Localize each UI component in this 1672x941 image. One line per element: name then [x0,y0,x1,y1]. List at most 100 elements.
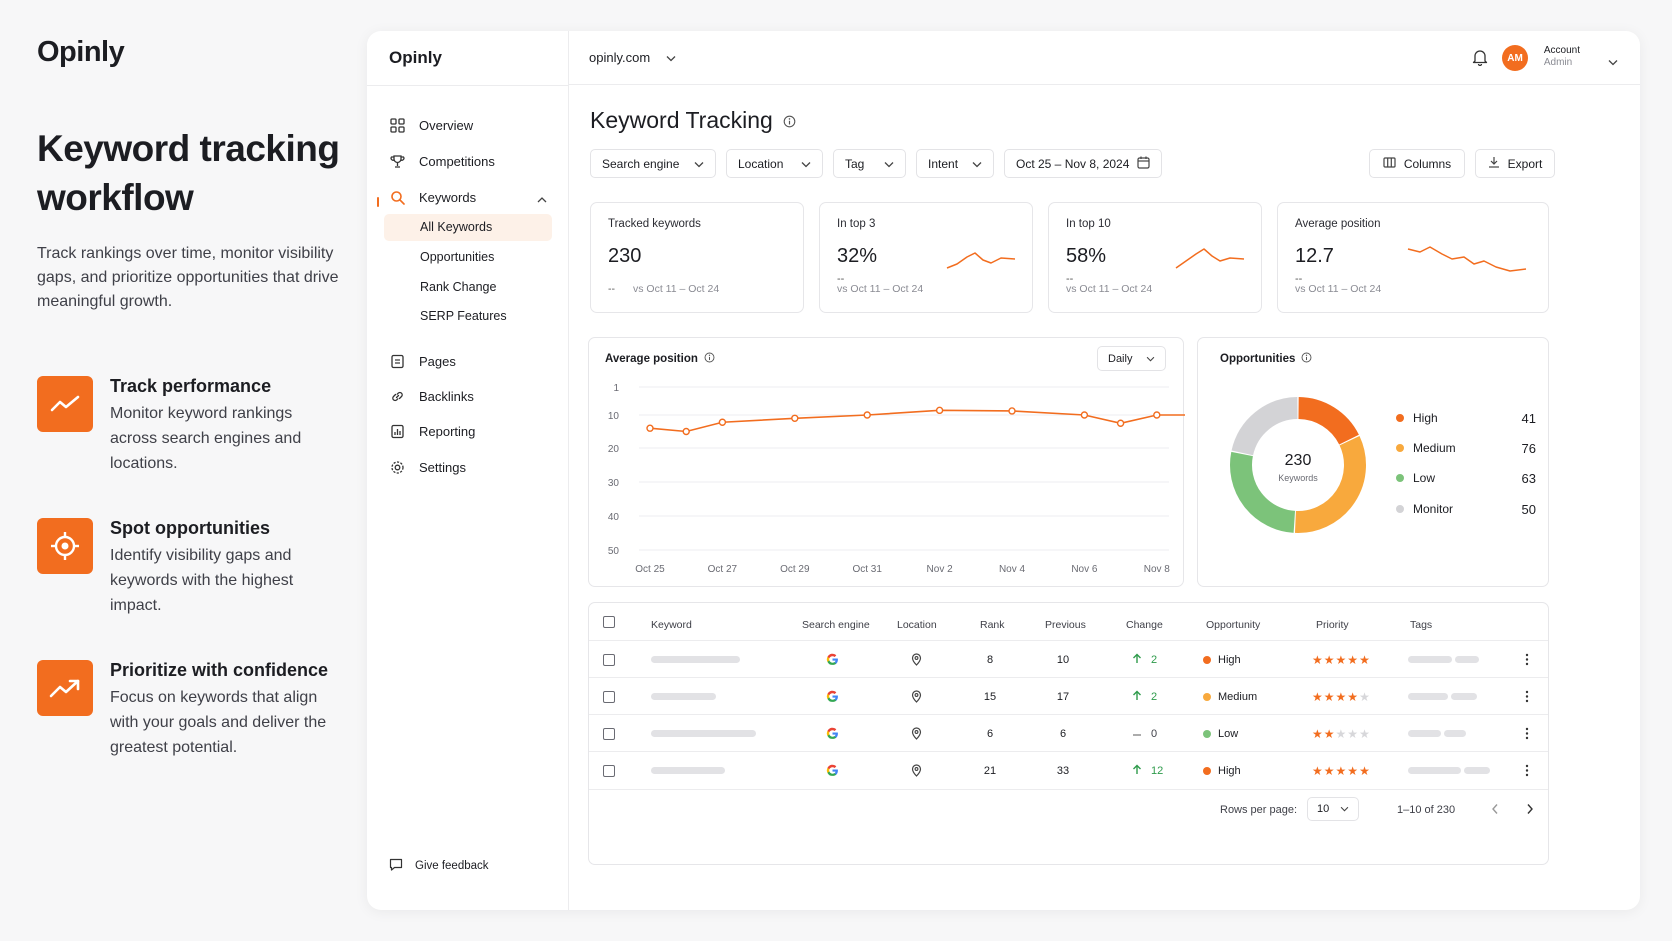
sidebar-subitem-rank-change[interactable]: Rank Change [420,280,497,294]
row-checkbox[interactable] [603,752,615,789]
donut-total-label: Keywords [1278,473,1318,483]
x-tick-label: Nov 6 [1071,564,1098,575]
sidebar-subitem-all-keywords[interactable]: All Keywords [384,214,552,241]
col-keyword[interactable]: Keyword [651,619,692,631]
columns-button[interactable]: Columns [1369,149,1465,178]
table-row[interactable]: 21 33 12 High ★ ★ ★ ★ ★ [589,751,1548,788]
rows-per-page-value: 10 [1317,803,1330,815]
sidebar-subitem-opportunities[interactable]: Opportunities [420,250,495,264]
rows-per-page-select[interactable]: 10 [1307,797,1359,821]
legend-label: Monitor [1413,502,1454,516]
tags-placeholder [1408,641,1479,678]
select-all-checkbox[interactable] [603,616,615,628]
kpi-delta: -- [1295,273,1303,285]
search-engine-filter[interactable]: Search engine [590,149,716,178]
feature-desc: Focus on keywords that align with your g… [110,689,327,756]
row-checkbox[interactable] [603,715,615,752]
priority-stars: ★ ★ ★ ★ ★ [1312,763,1371,778]
chevron-down-icon [801,157,811,171]
more-icon[interactable] [1525,752,1529,789]
x-tick-label: Oct 27 [708,564,738,575]
chevron-down-icon [1340,803,1349,815]
date-range-picker[interactable]: Oct 25 – Nov 8, 2024 [1004,149,1162,178]
sidebar-subitem-serp-features[interactable]: SERP Features [420,309,507,323]
rank-value: 8 [986,653,994,666]
chevron-down-icon [694,157,704,171]
opportunity-label: Medium [1218,690,1258,703]
location-filter[interactable]: Location [726,149,823,178]
columns-label: Columns [1403,156,1452,171]
priority-stars: ★ ★ ★ ★ ★ [1312,689,1371,704]
granularity-select[interactable]: Daily [1097,346,1166,371]
legend-dot [1396,474,1404,482]
more-icon[interactable] [1525,715,1529,752]
col-search-engine[interactable]: Search engine [802,619,870,631]
col-priority[interactable]: Priority [1316,619,1349,631]
row-checkbox[interactable] [603,678,615,715]
export-button[interactable]: Export [1475,149,1555,178]
sidebar-item-settings[interactable]: Settings [389,459,466,475]
data-point [791,414,799,423]
info-icon[interactable] [704,352,715,366]
chevron-up-icon [537,192,547,207]
info-icon[interactable] [1301,352,1312,366]
sidebar-item-label: Backlinks [419,388,474,404]
account-info[interactable]: Account Admin [1544,45,1580,69]
intent-filter[interactable]: Intent [916,149,994,178]
location-pin-icon [911,715,922,752]
kpi-compare: -- vs Oct 11 – Oct 24 [608,283,719,295]
col-rank[interactable]: Rank [980,619,1005,631]
data-point [718,418,727,426]
sparkline [1407,246,1527,272]
domain-selector[interactable]: opinly.com [589,50,676,65]
previous-value: 6 [1059,727,1067,740]
col-location[interactable]: Location [897,619,937,631]
location-pin-icon [911,641,922,678]
avatar[interactable]: AM [1502,45,1528,71]
row-checkbox[interactable] [603,641,615,678]
data-point [935,406,944,415]
arrow-up-icon [1132,764,1142,778]
info-icon[interactable] [783,107,796,134]
kpi-compare-text: vs Oct 11 – Oct 24 [633,283,720,295]
sidebar-brand[interactable]: Opinly [389,48,442,67]
sidebar-item-reporting[interactable]: Reporting [389,423,475,439]
col-change[interactable]: Change [1126,619,1163,631]
more-icon[interactable] [1525,678,1529,715]
opportunity-cell: High [1203,752,1241,789]
kpi-tracked-keywords: Tracked keywords 230 -- vs Oct 11 – Oct 2… [590,202,804,313]
sparkline [946,252,1016,269]
sparkline [1175,248,1245,269]
priority-stars: ★ ★ ★ ★ ★ [1312,726,1371,741]
chevron-down-icon[interactable] [1608,53,1618,71]
kpi-label: Average position [1295,218,1381,230]
legend-label: High [1413,411,1438,425]
sidebar-item-backlinks[interactable]: Backlinks [389,388,474,404]
next-page-icon[interactable] [1526,802,1534,820]
col-tags[interactable]: Tags [1410,619,1433,631]
sidebar-item-pages[interactable]: Pages [389,353,456,369]
col-opportunity[interactable]: Opportunity [1206,619,1261,631]
legend-label: Medium [1413,441,1456,455]
y-tick-label: 10 [608,411,620,422]
kpi-value: 32% [837,245,878,267]
sidebar-item-competitions[interactable]: Competitions [389,153,495,169]
tag-filter[interactable]: Tag [833,149,906,178]
x-tick-label: Nov 8 [1144,564,1171,575]
sidebar-item-keywords[interactable]: Keywords [389,189,547,205]
table-row[interactable]: 8 10 2 High ★ ★ ★ ★ ★ [589,640,1548,677]
table-row[interactable]: 6 6 0 Low ★ ★ ★ ★ ★ [589,714,1548,751]
sidebar-item-overview[interactable]: Overview [389,117,473,133]
prev-page-icon[interactable] [1491,802,1499,820]
rank-value: 15 [983,690,997,703]
more-icon[interactable] [1525,641,1529,678]
chevron-down-icon [666,50,676,65]
col-previous[interactable]: Previous [1045,619,1086,631]
table-row[interactable]: 15 17 2 Medium ★ ★ ★ ★ ★ [589,677,1548,714]
kpi-compare-text: vs Oct 11 – Oct 24 [1066,283,1153,295]
google-icon [826,752,839,789]
give-feedback-link[interactable]: Give feedback [389,858,489,874]
donut-total: 230 [1284,452,1312,469]
bell-icon[interactable] [1472,48,1488,71]
legend-item-high: High 41 [1396,408,1536,428]
